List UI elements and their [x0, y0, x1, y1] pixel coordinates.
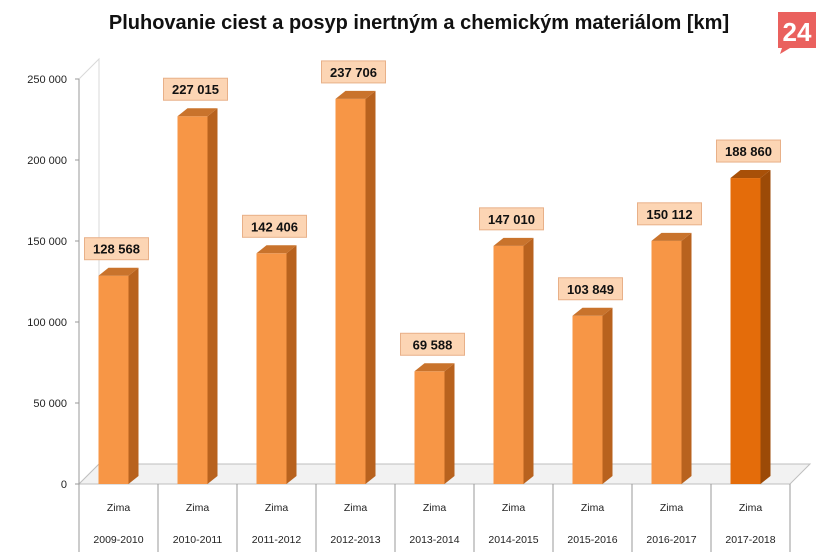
y-tick-label: 250 000 — [27, 74, 67, 86]
category-label-line1: Zima — [423, 502, 446, 514]
chart-title: Pluhovanie ciest a posyp inertným a chem… — [108, 12, 730, 34]
category-label-line2: 2017-2018 — [725, 534, 775, 546]
bar — [572, 307, 613, 484]
category-label-line1: Zima — [739, 502, 762, 514]
bar-front — [651, 240, 682, 484]
category-label-line1: Zima — [344, 502, 367, 514]
data-label-text: 69 588 — [413, 337, 453, 352]
bar-side — [760, 170, 771, 484]
data-label: 128 568 — [84, 237, 149, 261]
category-label-line1: Zima — [186, 502, 209, 514]
data-label: 147 010 — [479, 207, 544, 231]
bar-top — [493, 237, 534, 246]
bar — [730, 170, 771, 484]
category-label-line2: 2013-2014 — [409, 534, 459, 546]
bar-top — [572, 307, 613, 316]
category-label-line2: 2012-2013 — [330, 534, 380, 546]
bar-top — [414, 363, 455, 372]
category-label-line1: Zima — [265, 502, 288, 514]
category-label-line1: Zima — [581, 502, 604, 514]
bar — [335, 90, 376, 484]
bar-top — [177, 108, 218, 117]
data-label-text: 103 849 — [567, 282, 614, 297]
bar-front — [256, 253, 287, 484]
data-label-box — [163, 77, 228, 101]
data-label-text: 142 406 — [251, 219, 298, 234]
category-label-line2: 2010-2011 — [173, 534, 223, 546]
bar-side — [207, 108, 218, 484]
category-label-line2: 2009-2010 — [93, 534, 143, 546]
bar-front — [177, 116, 208, 484]
bar — [177, 108, 218, 484]
logo-text: 24 — [783, 17, 812, 47]
bar — [98, 267, 139, 484]
data-label-box — [242, 214, 307, 238]
data-label-box — [84, 237, 149, 261]
data-label: 150 112 — [637, 202, 702, 226]
data-label: 103 849 — [558, 277, 623, 301]
data-label-box — [637, 202, 702, 226]
chart-category-labels: Zima 2009-2010 Zima 2010-2011 Zima 2011-2012 Z… — [93, 502, 775, 546]
bar — [256, 245, 297, 484]
bar — [414, 363, 455, 484]
bar-side — [128, 267, 139, 484]
data-label-box — [716, 139, 781, 163]
logo-24: 24 — [772, 10, 820, 54]
chart-data-labels: 128 568 227 015 142 406 237 706 69 588 147 01… — [84, 60, 781, 356]
bar-side — [444, 363, 455, 484]
category-label-line2: 2011-2012 — [252, 534, 302, 546]
data-label-box — [400, 332, 465, 356]
bar — [651, 232, 692, 484]
bar-side — [523, 237, 534, 484]
bar-top — [98, 267, 139, 276]
y-tick-label: 0 — [61, 479, 67, 491]
bar-side — [365, 90, 376, 484]
bar-side — [602, 307, 613, 484]
data-label-box — [558, 277, 623, 301]
y-tick-label: 50 000 — [33, 398, 67, 410]
y-tick-label: 200 000 — [27, 155, 67, 167]
data-label-text: 150 112 — [646, 207, 692, 222]
bar-front — [414, 371, 445, 484]
data-label: 142 406 — [242, 214, 307, 238]
category-label-line2: 2014-2015 — [488, 534, 538, 546]
bar-top — [651, 232, 692, 241]
chart-bars — [98, 90, 771, 484]
category-label-line2: 2016-2017 — [646, 534, 696, 546]
data-label: 227 015 — [163, 77, 228, 101]
data-label-text: 147 010 — [488, 212, 535, 227]
data-label-box — [479, 207, 544, 231]
data-label: 237 706 — [321, 60, 386, 84]
bar — [493, 237, 534, 484]
y-tick-label: 150 000 — [27, 236, 67, 248]
bar-side — [286, 245, 297, 484]
category-label-line1: Zima — [107, 502, 130, 514]
bar-top — [335, 90, 376, 99]
bar-front — [335, 98, 366, 484]
bar-front — [572, 315, 603, 484]
bar-top — [256, 245, 297, 254]
data-label-box — [321, 60, 386, 84]
bar-front — [493, 245, 524, 484]
category-label-line1: Zima — [502, 502, 525, 514]
category-label-line2: 2015-2016 — [567, 534, 617, 546]
data-label: 188 860 — [716, 139, 781, 163]
category-label-line1: Zima — [660, 502, 683, 514]
y-tick-label: 100 000 — [27, 317, 67, 329]
bar-top — [730, 170, 771, 179]
bar-front — [98, 275, 129, 484]
data-label: 69 588 — [400, 332, 465, 356]
bar-side — [681, 232, 692, 484]
data-label-text: 128 568 — [93, 242, 140, 257]
data-label-text: 188 860 — [725, 144, 772, 159]
data-label-text: 237 706 — [330, 65, 377, 80]
data-label-text: 227 015 — [172, 82, 219, 97]
bar-front — [730, 178, 761, 484]
